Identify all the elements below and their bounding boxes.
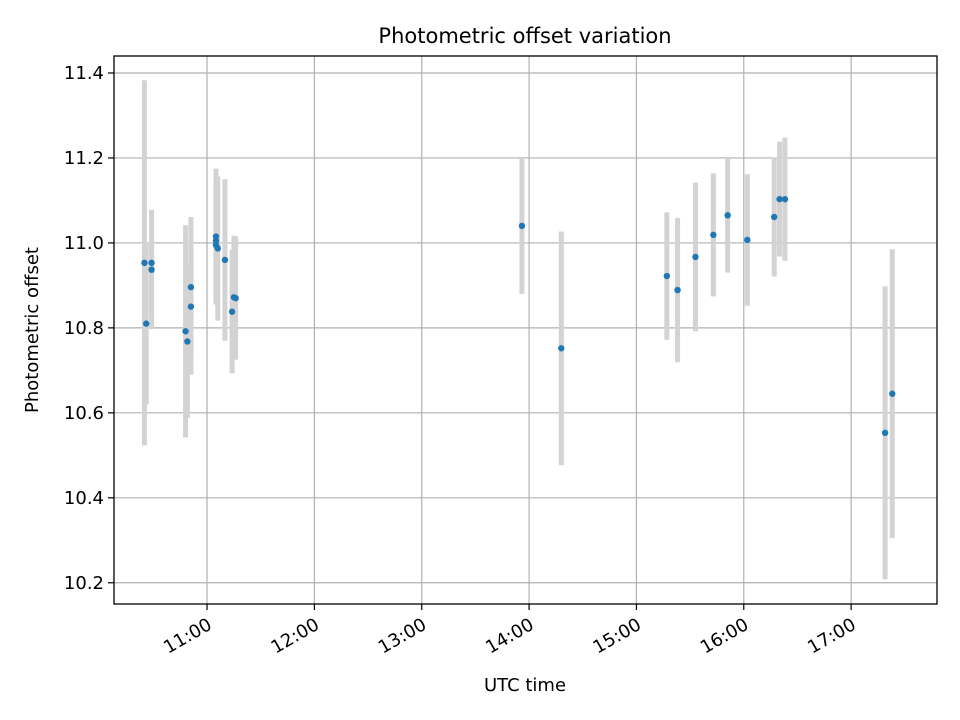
y-axis-label: Photometric offset [22, 247, 43, 413]
data-point [182, 328, 189, 335]
x-tick-label: 16:00 [697, 614, 752, 658]
x-tick-label: 15:00 [590, 614, 645, 658]
data-point [692, 253, 699, 261]
x-tick-label: 11:00 [160, 614, 215, 658]
data-point [148, 259, 155, 267]
data-point [228, 308, 236, 315]
data-point [221, 256, 229, 264]
data-point [148, 266, 155, 273]
data-point [184, 338, 191, 345]
data-point [663, 272, 671, 280]
chart-title: Photometric offset variation [378, 24, 671, 48]
data-point [724, 212, 731, 219]
data-point [232, 294, 239, 302]
data-point [143, 320, 150, 327]
data-point [141, 259, 148, 267]
data-point [710, 231, 717, 239]
data-point [214, 245, 221, 252]
y-tick-label: 11.0 [64, 233, 104, 254]
y-tick-label: 10.4 [64, 488, 104, 509]
plot-frame [113, 55, 938, 605]
x-tick-label: 12:00 [267, 614, 322, 658]
x-tick-label: 13:00 [375, 614, 430, 658]
x-tick-label: 14:00 [482, 614, 537, 658]
grid [114, 56, 937, 604]
data-point [518, 222, 526, 230]
data-point [187, 283, 195, 291]
data-point [744, 236, 751, 244]
data-point [187, 303, 195, 310]
data-point [781, 195, 789, 203]
y-tick-label: 10.8 [64, 318, 104, 339]
y-axis-ticks: 10.2 10.4 10.6 10.8 11.0 11.2 11.4 [64, 63, 114, 594]
data-point [881, 429, 889, 437]
y-tick-label: 11.2 [64, 148, 104, 169]
data-point [770, 213, 778, 221]
y-tick-label: 10.2 [64, 573, 104, 594]
data-point [558, 345, 565, 352]
x-axis-ticks: 11:00 12:00 13:00 14:00 15:00 16:00 17:00 [160, 604, 860, 658]
errorbars [141, 80, 895, 580]
x-tick-label: 17:00 [804, 614, 859, 658]
data-point [776, 195, 783, 203]
data-point [889, 390, 896, 397]
data-point [674, 286, 681, 294]
y-tick-label: 11.4 [64, 63, 104, 84]
y-tick-label: 10.6 [64, 403, 104, 424]
x-axis-label: UTC time [484, 675, 566, 696]
data-markers [141, 195, 896, 437]
